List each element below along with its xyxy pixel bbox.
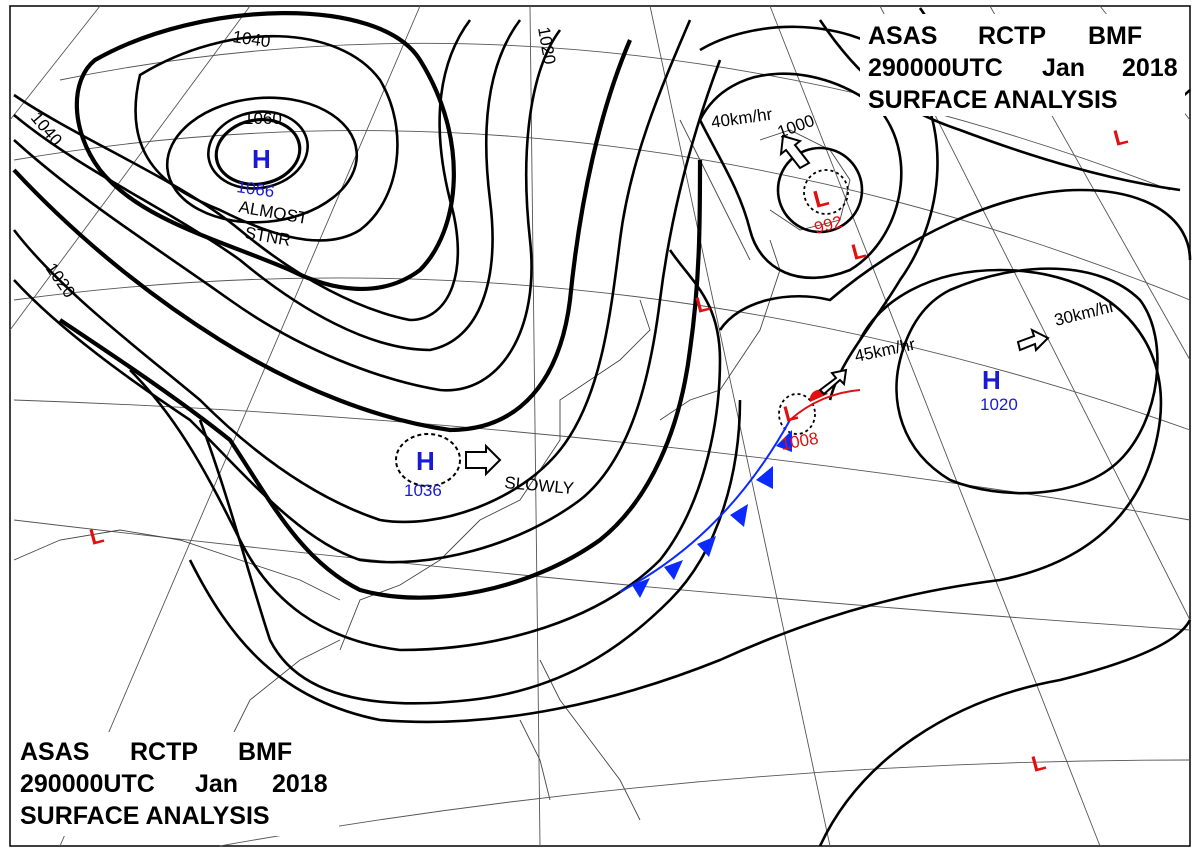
- header-bottom-year: 2018: [272, 770, 328, 798]
- low-symbol: L: [849, 237, 868, 265]
- header-top-code-3: BMF: [1088, 22, 1142, 50]
- arrow-icon-slowly: [465, 443, 502, 477]
- header-bottom-code-2: RCTP: [130, 738, 198, 766]
- header-top-month: Jan: [1042, 54, 1085, 82]
- header-bottom-time: 290000UTC: [20, 770, 155, 798]
- high-center-symbol: H: [416, 446, 435, 476]
- motion-label-stnr: STNR: [243, 223, 292, 250]
- header-top-year: 2018: [1122, 54, 1178, 82]
- header-top-code-2: RCTP: [978, 22, 1046, 50]
- cold-front: [619, 419, 792, 598]
- low-center-value: 1008: [779, 429, 820, 454]
- speed-label-pacific: 30km/hr: [1052, 297, 1117, 330]
- speed-label-okhotsk: 40km/hr: [710, 105, 774, 132]
- header-top-title: SURFACE ANALYSIS: [868, 86, 1118, 114]
- high-center-symbol: H: [252, 144, 271, 174]
- arrow-icon-pacific: [1016, 328, 1050, 353]
- low-symbol: L: [1029, 749, 1048, 777]
- header-bottom: ASAS RCTP BMF 290000UTC Jan 2018 SURFACE…: [14, 732, 339, 836]
- isobar-label-1000: 1000: [775, 111, 817, 142]
- header-top: ASAS RCTP BMF 290000UTC Jan 2018 SURFACE…: [860, 14, 1185, 116]
- header-bottom-code-3: BMF: [238, 738, 292, 766]
- header-top-time: 290000UTC: [868, 54, 1003, 82]
- motion-label-slowly: SLOWLY: [504, 473, 575, 498]
- motion-text: ALMOST STNR SLOWLY 40km/hr 45km/hr 30km/…: [237, 105, 1117, 498]
- arrow-icon-japan: [818, 368, 848, 396]
- header-bottom-month: Jan: [195, 770, 238, 798]
- speed-label-japan: 45km/hr: [853, 334, 917, 365]
- header-bottom-code-1: ASAS: [20, 738, 89, 766]
- low-symbol: L: [87, 522, 106, 550]
- header-top-code-1: ASAS: [868, 22, 937, 50]
- motion-arrows: [465, 134, 1050, 477]
- low-symbol: L: [1111, 123, 1130, 151]
- isobar-label-1060: 1060: [244, 109, 282, 128]
- high-center-value: 1020: [980, 395, 1018, 414]
- map-border: [9, 5, 1191, 847]
- header-bottom-title: SURFACE ANALYSIS: [20, 802, 270, 830]
- arrow-icon-okhotsk: [779, 134, 811, 170]
- high-center-value: 1036: [404, 481, 442, 500]
- isobars: [12, 7, 1192, 847]
- isobar-label-1040-top: 1040: [231, 27, 271, 51]
- high-center-symbol: H: [982, 365, 1001, 395]
- low-center-symbol: L: [811, 184, 832, 214]
- isobar-label-group: 1040 1040 1020 1020 1060 1000: [27, 25, 817, 301]
- low-center-symbol: L: [781, 399, 800, 427]
- low-center-value: 992: [812, 212, 844, 238]
- isobar-label-1020-top: 1020: [534, 25, 559, 66]
- low-symbol: L: [693, 290, 712, 318]
